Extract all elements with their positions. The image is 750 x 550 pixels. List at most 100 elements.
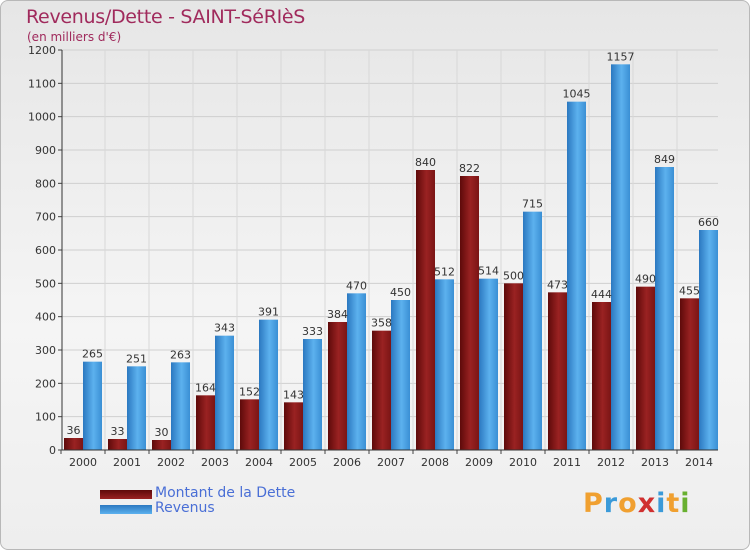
y-tick-label: 1000: [28, 111, 56, 124]
x-tick-label: 2014: [685, 456, 713, 469]
data-label-debt: 840: [415, 156, 436, 169]
bar-revenue: [611, 64, 630, 450]
bar-debt: [416, 170, 435, 450]
bar-debt: [64, 438, 83, 450]
x-tick-label: 2001: [113, 456, 141, 469]
data-label-revenue: 265: [82, 348, 103, 361]
legend-label-debt: Montant de la Dette: [155, 485, 296, 501]
bar-revenue: [83, 361, 102, 450]
x-tick-label: 2011: [553, 456, 581, 469]
x-tick-label: 2013: [641, 456, 669, 469]
data-label-revenue: 1045: [563, 88, 591, 101]
y-tick-label: 300: [35, 344, 56, 357]
data-label-debt: 455: [679, 284, 700, 297]
bar-debt: [592, 302, 611, 450]
bar-revenue: [215, 335, 234, 450]
chart-subtitle: (en milliers d'€): [27, 30, 122, 44]
bar-debt: [636, 286, 655, 450]
data-label-revenue: 450: [390, 286, 411, 299]
logo-letter: i: [656, 488, 667, 519]
data-label-debt: 358: [371, 317, 392, 330]
legend-label-revenue: Revenus: [155, 500, 215, 516]
bar-revenue: [523, 211, 542, 450]
data-label-revenue: 263: [170, 348, 191, 361]
x-tick-label: 2007: [377, 456, 405, 469]
data-label-debt: 36: [67, 424, 81, 437]
data-label-revenue: 660: [698, 216, 719, 229]
data-label-debt: 444: [591, 288, 612, 301]
data-label-debt: 152: [239, 385, 260, 398]
y-tick-label: 600: [35, 244, 56, 257]
y-tick-label: 900: [35, 144, 56, 157]
chart-title: Revenus/Dette - SAINT-SéRIèS: [26, 6, 306, 28]
legend-swatch-debt: [100, 490, 152, 499]
bar-revenue: [347, 293, 366, 450]
data-label-debt: 500: [503, 269, 524, 282]
data-label-revenue: 333: [302, 325, 323, 338]
bar-revenue: [171, 362, 190, 450]
bar-revenue: [391, 300, 410, 450]
bar-debt: [328, 322, 347, 450]
bar-revenue: [567, 101, 586, 451]
bar-debt: [108, 439, 127, 450]
logo-letter: r: [603, 488, 619, 519]
logo-letter: i: [680, 488, 691, 519]
data-label-debt: 473: [547, 278, 568, 291]
bar-revenue: [435, 279, 454, 450]
bar-debt: [284, 402, 303, 450]
data-label-revenue: 512: [434, 265, 455, 278]
bar-debt: [240, 399, 259, 450]
bar-debt: [460, 176, 479, 450]
bar-debt: [680, 298, 699, 450]
bar-debt: [152, 440, 171, 450]
bar-revenue: [259, 319, 278, 450]
legend-swatch-revenue: [100, 505, 152, 514]
data-label-debt: 164: [195, 381, 216, 394]
y-tick-label: 800: [35, 177, 56, 190]
bar-revenue: [127, 366, 146, 450]
data-label-revenue: 251: [126, 352, 147, 365]
bar-debt: [372, 330, 391, 450]
data-label-revenue: 849: [654, 153, 675, 166]
y-tick-label: 200: [35, 377, 56, 390]
x-tick-label: 2004: [245, 456, 273, 469]
data-label-revenue: 470: [346, 279, 367, 292]
bar-debt: [504, 283, 523, 450]
x-tick-label: 2008: [421, 456, 449, 469]
y-tick-label: 500: [35, 277, 56, 290]
logo-letter: x: [637, 488, 657, 519]
y-tick-label: 1100: [28, 77, 56, 90]
data-label-debt: 30: [155, 426, 169, 439]
data-label-revenue: 343: [214, 322, 235, 335]
x-tick-label: 2012: [597, 456, 625, 469]
x-tick-label: 2006: [333, 456, 361, 469]
y-tick-label: 700: [35, 211, 56, 224]
logo-letter: t: [666, 488, 681, 519]
logo-letter: P: [583, 488, 604, 519]
y-tick-label: 400: [35, 311, 56, 324]
data-label-debt: 490: [635, 273, 656, 286]
x-tick-label: 2003: [201, 456, 229, 469]
logo-letter: o: [618, 488, 638, 519]
x-tick-label: 2000: [69, 456, 97, 469]
x-tick-label: 2002: [157, 456, 185, 469]
x-tick-label: 2005: [289, 456, 317, 469]
bar-revenue: [479, 278, 498, 450]
y-tick-label: 1200: [28, 44, 56, 57]
proxiti-logo: Proxiti: [583, 488, 691, 519]
bar-revenue: [303, 339, 322, 450]
data-label-debt: 143: [283, 388, 304, 401]
y-tick-label: 100: [35, 411, 56, 424]
x-tick-label: 2009: [465, 456, 493, 469]
data-label-revenue: 1157: [607, 50, 635, 63]
bar-debt: [548, 292, 567, 450]
x-tick-label: 2010: [509, 456, 537, 469]
data-label-debt: 384: [327, 308, 348, 321]
data-label-debt: 822: [459, 162, 480, 175]
data-label-debt: 33: [111, 425, 125, 438]
data-label-revenue: 715: [522, 198, 543, 211]
y-tick-label: 0: [49, 444, 56, 457]
bar-revenue: [699, 230, 718, 450]
data-label-revenue: 514: [478, 265, 499, 278]
